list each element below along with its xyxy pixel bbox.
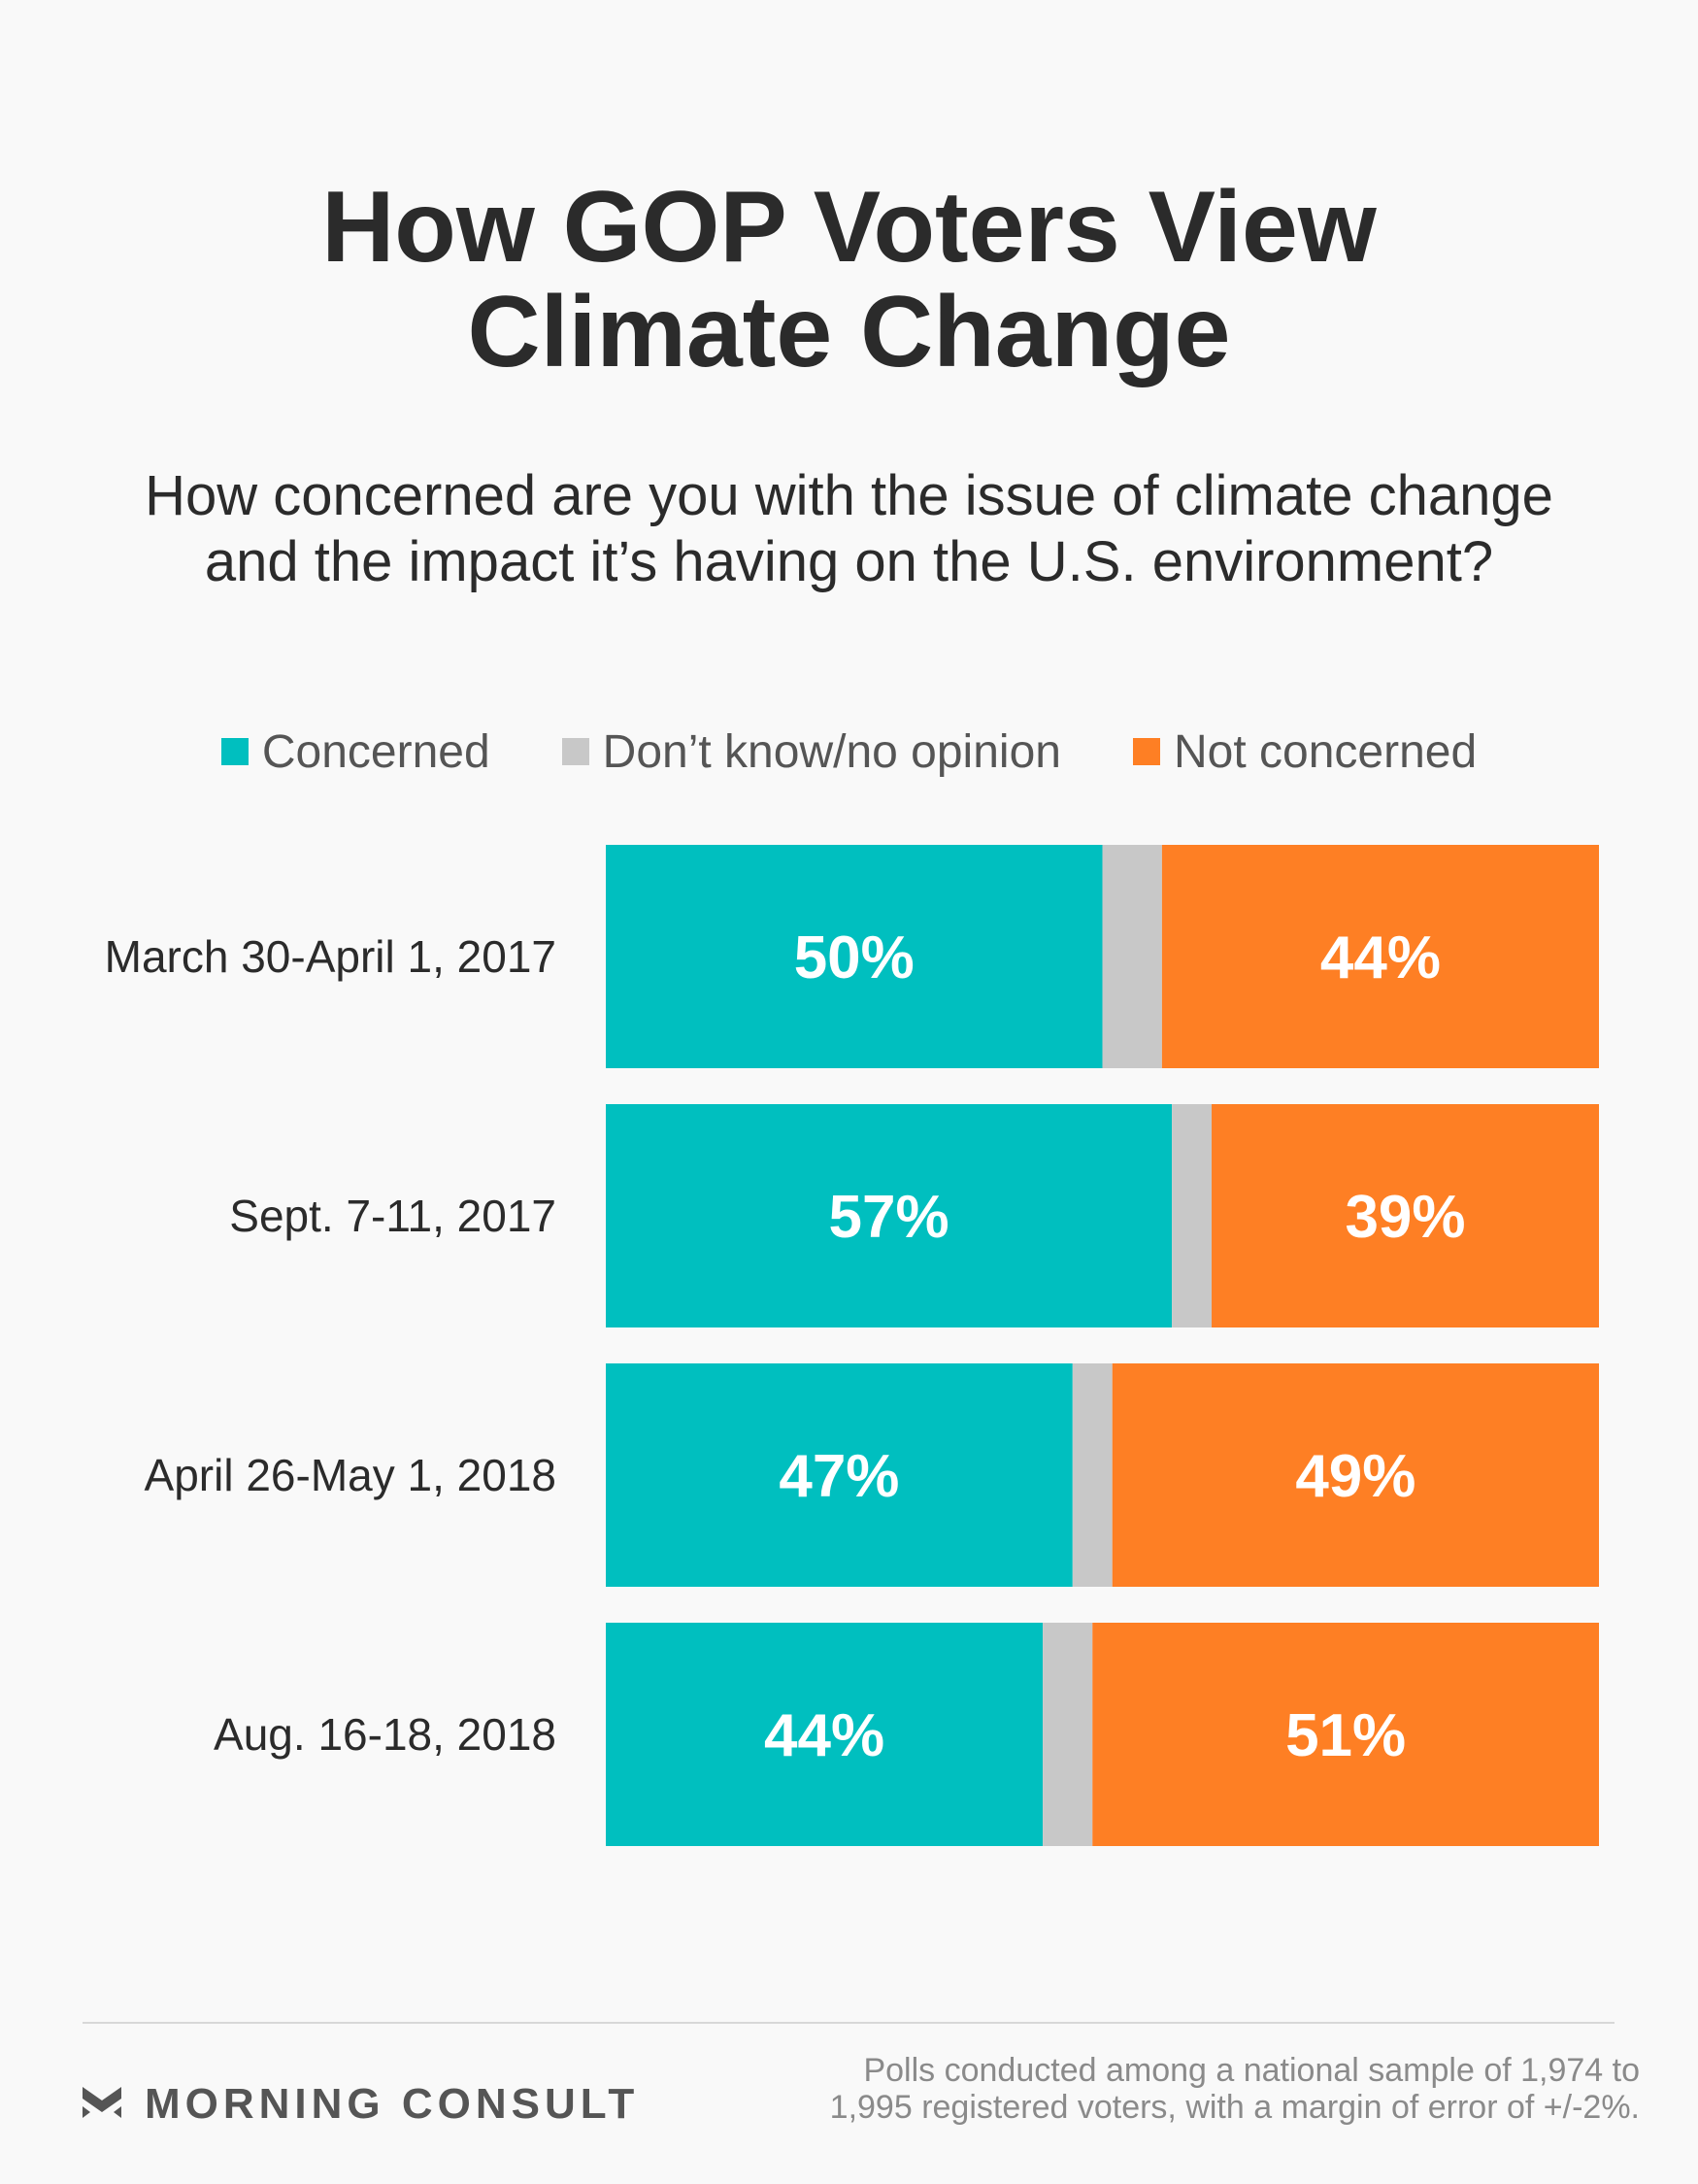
legend-swatch-concerned xyxy=(220,738,249,765)
bar-row: April 26-May 1, 2018 47% 49% xyxy=(145,1363,1599,1587)
legend-item-concerned: Concerned xyxy=(220,725,490,779)
bar-segment-concerned xyxy=(606,845,1103,1068)
bar-segment-dont-know xyxy=(1172,1104,1213,1327)
bar-segment-not-concerned xyxy=(1112,1363,1599,1587)
data-label-concerned: 57% xyxy=(829,1184,949,1251)
footer-divider xyxy=(83,2022,1615,2024)
bar-segment-not-concerned xyxy=(1092,1623,1599,1846)
category-label: Sept. 7-11, 2017 xyxy=(229,1191,556,1241)
bar-row: Aug. 16-18, 2018 44% 51% xyxy=(214,1623,1599,1846)
legend-label-not-concerned: Not concerned xyxy=(1173,725,1478,778)
bar-row: Sept. 7-11, 2017 57% 39% xyxy=(229,1104,1599,1327)
morning-consult-logo-icon xyxy=(83,2087,121,2118)
bar-segment-concerned xyxy=(606,1104,1173,1327)
bar-segment-not-concerned xyxy=(1212,1104,1599,1327)
legend-label-concerned: Concerned xyxy=(261,725,490,778)
data-label-concerned: 47% xyxy=(779,1443,899,1510)
bar-segment-dont-know xyxy=(1102,845,1162,1068)
legend-label-dont-know: Don’t know/no opinion xyxy=(602,725,1061,778)
chart-title: How GOP Voters View Climate Change xyxy=(0,175,1698,385)
brand-logo: MORNING CONSULT xyxy=(83,2080,639,2129)
methodology-note-line-2: 1,995 registered voters, with a margin o… xyxy=(829,2089,1640,2126)
chart-title-line-2: Climate Change xyxy=(467,276,1231,388)
bar-row: March 30-April 1, 2017 50% 44% xyxy=(105,845,1599,1068)
data-label-not-concerned: 39% xyxy=(1345,1184,1465,1251)
category-label: March 30-April 1, 2017 xyxy=(105,931,556,982)
bar-segment-dont-know xyxy=(1072,1363,1113,1587)
category-label: April 26-May 1, 2018 xyxy=(145,1450,556,1500)
legend-swatch-not-concerned xyxy=(1132,738,1160,765)
data-label-concerned: 50% xyxy=(794,924,915,991)
bar-segment-not-concerned xyxy=(1161,845,1599,1068)
brand-name: MORNING CONSULT xyxy=(145,2080,640,2128)
legend: Concerned Don’t know/no opinion Not conc… xyxy=(0,722,1698,781)
legend-item-dont-know: Don’t know/no opinion xyxy=(561,725,1061,779)
data-label-not-concerned: 51% xyxy=(1285,1702,1406,1769)
data-label-not-concerned: 44% xyxy=(1320,924,1441,991)
chart-subtitle-line-2: and the impact it’s having on the U.S. e… xyxy=(204,530,1494,593)
data-label-not-concerned: 49% xyxy=(1295,1443,1415,1510)
chart-subtitle: How concerned are you with the issue of … xyxy=(0,463,1698,595)
legend-swatch-dont-know xyxy=(561,738,589,765)
legend-item-not-concerned: Not concerned xyxy=(1132,725,1478,779)
chart-title-line-1: How GOP Voters View xyxy=(321,171,1377,284)
bar-segment-concerned xyxy=(606,1363,1073,1587)
chart-subtitle-line-1: How concerned are you with the issue of … xyxy=(145,464,1553,527)
bar-segment-dont-know xyxy=(1043,1623,1093,1846)
methodology-note: Polls conducted among a national sample … xyxy=(766,2052,1640,2126)
bar-segment-concerned xyxy=(606,1623,1044,1846)
data-label-concerned: 44% xyxy=(764,1702,884,1769)
category-label: Aug. 16-18, 2018 xyxy=(214,1709,556,1760)
methodology-note-line-1: Polls conducted among a national sample … xyxy=(863,2052,1640,2089)
